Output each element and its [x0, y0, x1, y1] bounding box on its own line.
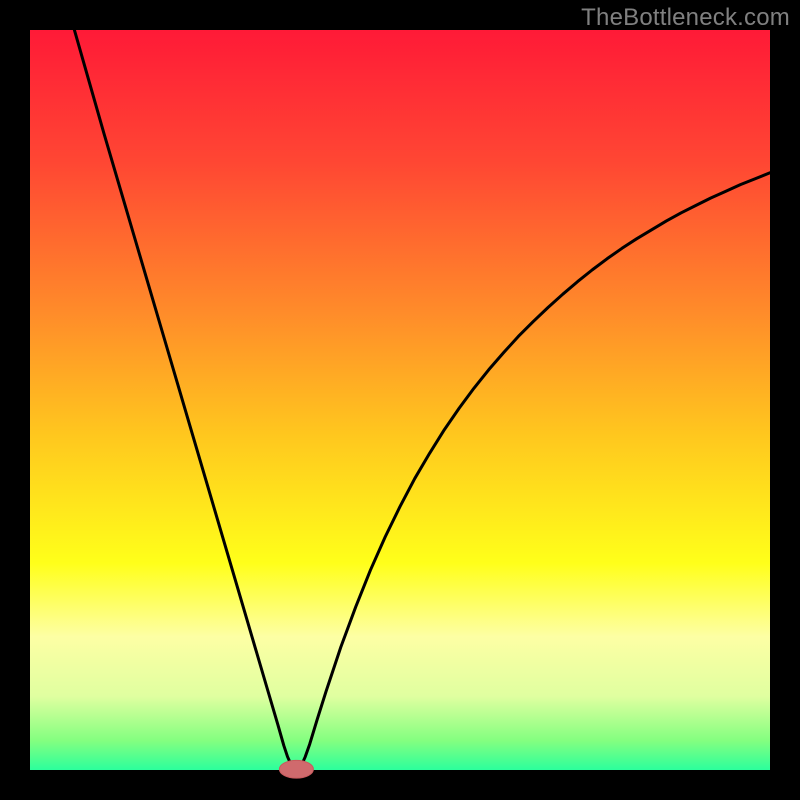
chart-svg: [0, 0, 800, 800]
bottleneck-chart: TheBottleneck.com: [0, 0, 800, 800]
optimal-marker: [279, 760, 313, 778]
watermark-label: TheBottleneck.com: [581, 4, 790, 32]
plot-background: [30, 30, 770, 770]
